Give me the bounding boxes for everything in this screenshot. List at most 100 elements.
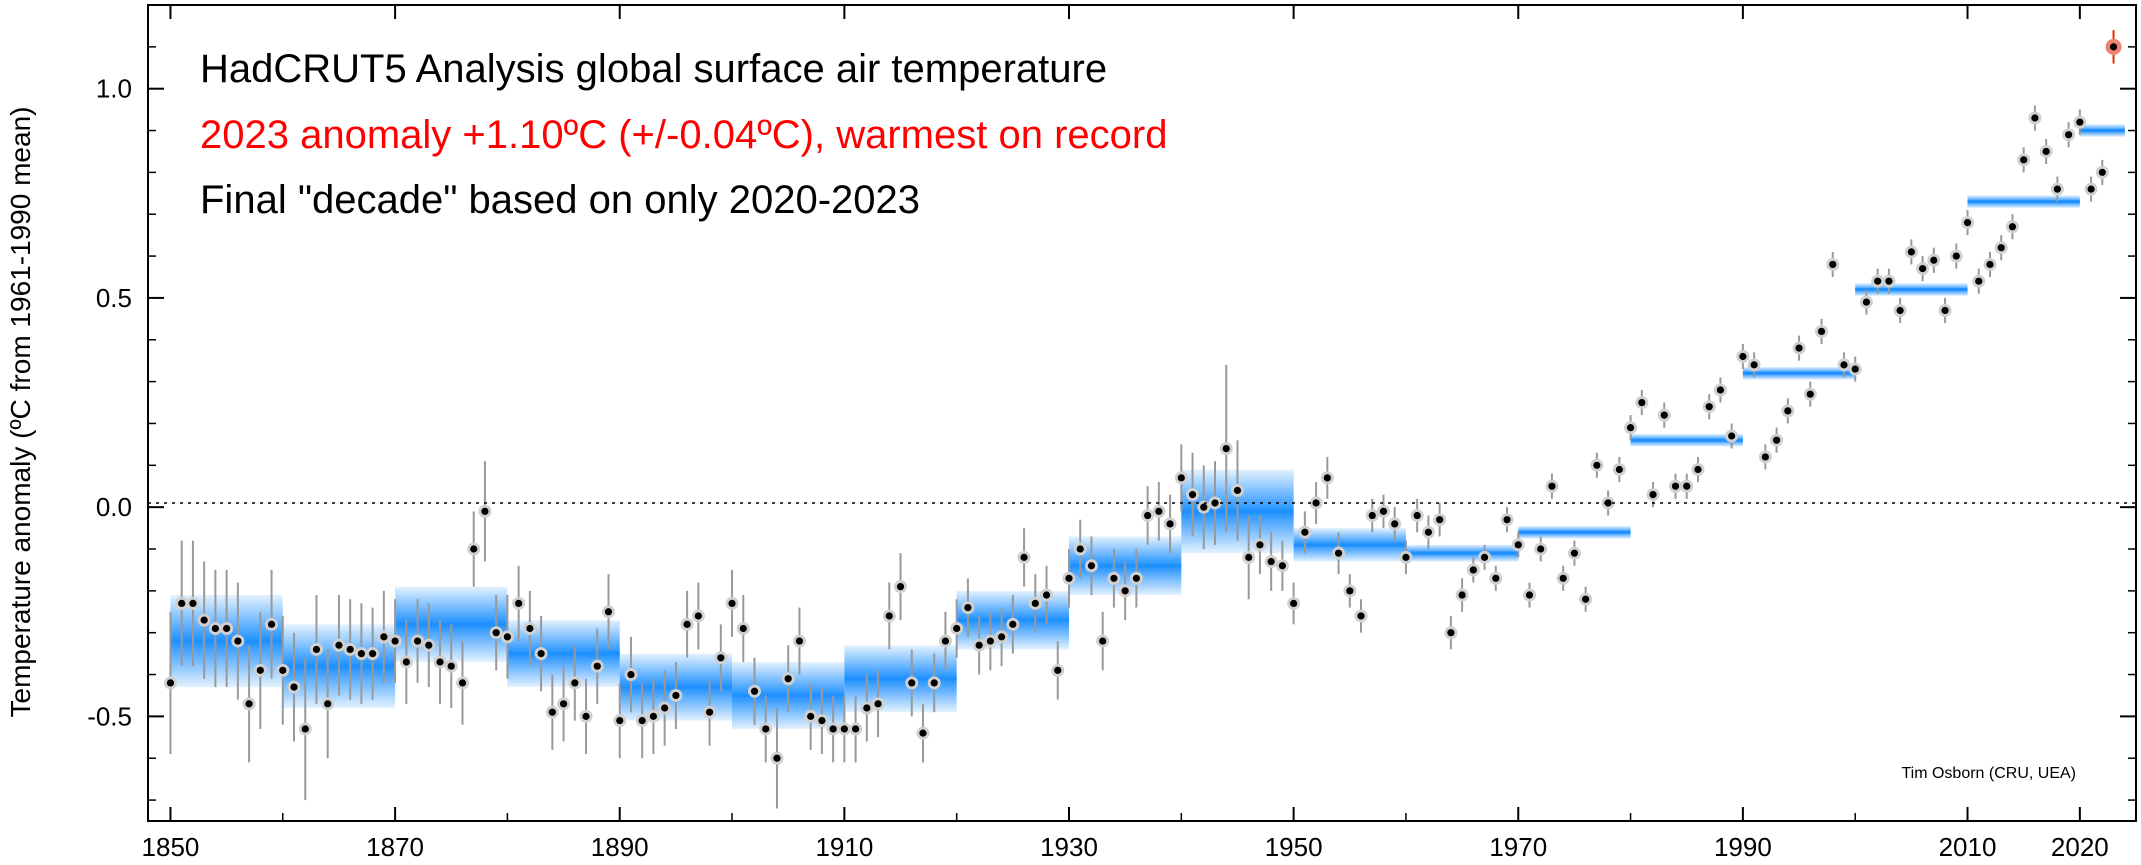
annual-point <box>402 658 410 666</box>
annual-point <box>1739 352 1747 361</box>
annual-point <box>1334 549 1343 557</box>
annual-point <box>1200 503 1208 511</box>
annual-point <box>357 650 366 658</box>
annual-point <box>1233 486 1242 495</box>
annual-point <box>1447 629 1455 637</box>
annual-point <box>1885 277 1893 285</box>
annual-point <box>2109 43 2118 51</box>
annual-point <box>1357 612 1365 620</box>
annual-point <box>2008 223 2017 231</box>
annual-point <box>1975 277 1983 285</box>
annual-point <box>391 637 399 645</box>
annual-point <box>1582 595 1590 603</box>
annual-point <box>582 712 590 720</box>
annual-point <box>795 637 804 645</box>
annual-point <box>604 608 613 616</box>
annual-point <box>515 599 523 608</box>
annual-point <box>1683 482 1691 490</box>
y-tick-label: 1.0 <box>96 74 132 104</box>
annual-point <box>1245 553 1253 561</box>
annual-point <box>919 729 927 737</box>
annual-point <box>234 637 242 645</box>
annual-point <box>649 712 658 720</box>
annual-point <box>312 645 321 654</box>
x-tick-label: 1870 <box>366 832 424 862</box>
annual-point <box>1896 306 1904 315</box>
annual-point <box>1559 574 1567 582</box>
annual-point <box>526 624 534 633</box>
annual-point <box>1660 411 1668 419</box>
annual-point <box>1604 499 1612 507</box>
annual-point <box>638 716 646 725</box>
annual-point <box>1862 298 1871 306</box>
annual-point <box>335 641 343 649</box>
annual-point <box>245 700 253 708</box>
annual-point <box>223 624 231 633</box>
annual-point <box>559 700 568 708</box>
annual-point <box>807 712 815 720</box>
annual-point <box>1469 566 1477 574</box>
x-tick-label: 1970 <box>1489 832 1547 862</box>
annual-point <box>1042 591 1051 599</box>
annual-point <box>672 691 680 700</box>
annual-point <box>1413 511 1421 520</box>
annual-point <box>346 645 354 654</box>
annual-anomalies <box>163 30 2122 809</box>
credit-label: Tim Osborn (CRU, UEA) <box>1901 765 2076 782</box>
chart-title: HadCRUT5 Analysis global surface air tem… <box>200 47 1107 91</box>
annual-point <box>492 629 500 637</box>
annual-point <box>1166 520 1174 528</box>
annual-point <box>908 679 916 687</box>
annual-point <box>470 545 478 553</box>
annual-point <box>503 633 512 641</box>
annual-point <box>2098 168 2106 176</box>
annual-point <box>1671 482 1680 490</box>
annual-point <box>1054 666 1062 674</box>
annual-point <box>211 624 219 633</box>
annual-point <box>1278 562 1286 570</box>
annual-point <box>458 679 467 687</box>
annual-point <box>1795 344 1803 352</box>
annual-point <box>1031 599 1039 608</box>
annual-point <box>537 650 545 658</box>
annual-point <box>1570 549 1579 557</box>
annual-point <box>178 599 186 608</box>
annual-point <box>705 708 714 716</box>
annual-point <box>2087 185 2095 193</box>
annual-point <box>1099 637 1107 645</box>
annual-point <box>1188 491 1197 499</box>
annual-point <box>739 624 747 633</box>
annual-point <box>279 666 287 674</box>
annual-point <box>762 725 770 733</box>
annual-point <box>1806 390 1814 398</box>
annual-point <box>930 679 938 687</box>
annual-point <box>369 650 377 658</box>
annual-point <box>1548 482 1556 490</box>
chart-subtitle: 2023 anomaly +1.10ºC (+/-0.04ºC), warmes… <box>200 113 1167 157</box>
annual-point <box>425 641 433 649</box>
annual-point <box>818 716 826 725</box>
annual-point <box>2031 114 2039 122</box>
annual-point <box>1649 491 1657 499</box>
annual-point <box>1986 260 1994 269</box>
annual-point <box>661 704 669 712</box>
annual-point <box>1020 553 1028 561</box>
annual-point <box>829 725 837 733</box>
annual-point <box>1076 545 1084 553</box>
annual-point <box>998 633 1006 641</box>
annual-point <box>1144 511 1152 520</box>
annual-point <box>964 603 972 612</box>
annual-point <box>1829 260 1837 269</box>
annual-point <box>1267 557 1275 566</box>
annual-point <box>481 507 489 515</box>
annual-point <box>694 612 702 620</box>
axes: 1850 1870 1890 1910 1930 1950 1970 1990 2010 2020… <box>87 5 2136 862</box>
annual-point <box>1346 587 1354 595</box>
annual-point <box>885 612 893 620</box>
annual-point <box>1458 591 1466 599</box>
annual-point <box>1256 541 1264 549</box>
annual-point <box>1514 541 1522 549</box>
annual-point <box>1918 265 1927 273</box>
annual-point <box>2053 185 2061 193</box>
